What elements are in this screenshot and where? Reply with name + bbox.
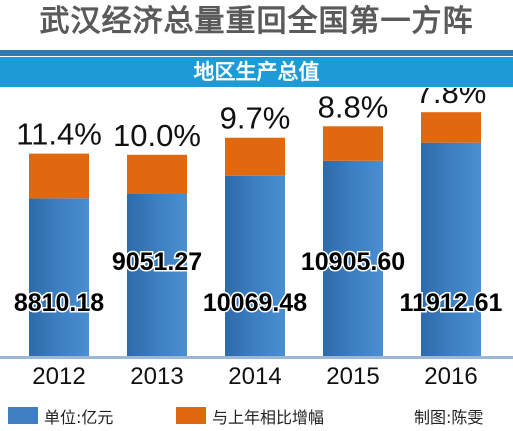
baseline <box>0 356 513 359</box>
bar-gdp <box>29 198 89 356</box>
bar-growth <box>421 112 481 143</box>
year-label: 2015 <box>326 363 379 390</box>
gdp-value-label: 10905.60 <box>301 248 405 276</box>
bar-gdp <box>421 142 481 356</box>
year-label: 2012 <box>32 363 85 390</box>
year-label: 2016 <box>424 363 477 390</box>
bar-gdp <box>323 160 383 356</box>
gdp-value-label: 10069.48 <box>203 289 307 317</box>
gdp-value-label: 8810.18 <box>14 289 104 317</box>
bar-growth <box>127 154 187 194</box>
bar-gdp <box>225 175 285 356</box>
growth-label: 7.8% <box>416 88 487 110</box>
year-label: 2014 <box>228 363 281 390</box>
year-label: 2013 <box>130 363 183 390</box>
gdp-value-label: 9051.27 <box>112 248 202 276</box>
legend-label-gdp: 单位:亿元 <box>44 408 114 427</box>
growth-label: 8.8% <box>318 89 389 124</box>
gdp-value-label: 11912.61 <box>400 289 503 317</box>
growth-label: 10.0% <box>113 118 201 153</box>
bar-growth <box>323 126 383 161</box>
bar-gdp <box>127 193 187 356</box>
growth-label: 11.4% <box>16 117 102 152</box>
chart-plot: 11.4% 8810.18 2012 10.0% 9051.27 2013 9.7% 1006… <box>0 88 513 390</box>
bar-growth <box>29 153 89 199</box>
legend-swatch-gdp <box>8 407 38 424</box>
chart-title: 武汉经济总量重回全国第一方阵 <box>39 4 474 39</box>
title-rule <box>0 50 513 56</box>
bar-growth <box>225 137 285 176</box>
credit-text: 制图:陈雯 <box>414 408 484 427</box>
legend: 单位:亿元 与上年相比增幅 制图:陈雯 <box>0 400 513 431</box>
growth-label: 9.7% <box>220 101 291 136</box>
legend-swatch-growth <box>176 407 206 424</box>
legend-label-growth: 与上年相比增幅 <box>212 408 325 427</box>
chart-subtitle: 地区生产总值 <box>193 60 320 84</box>
subtitle-bar: 地区生产总值 <box>0 57 513 87</box>
